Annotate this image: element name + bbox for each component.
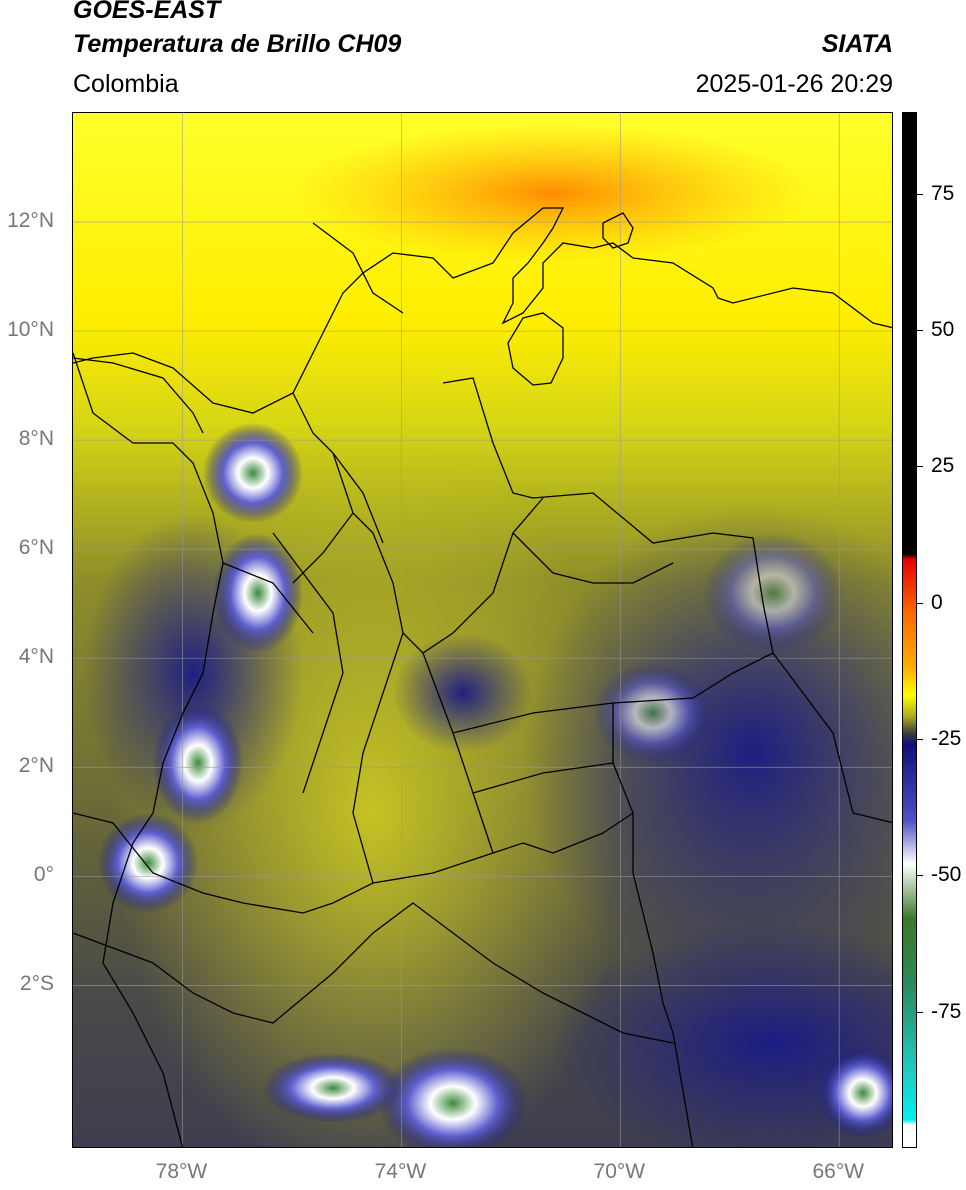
colorbar-tick-mark bbox=[917, 330, 923, 332]
west-coastline bbox=[73, 352, 224, 1147]
map-canvas bbox=[73, 113, 892, 1147]
convective-cell-2 bbox=[213, 533, 303, 653]
cold-cloud-southeast bbox=[553, 923, 892, 1147]
lake-maracaibo bbox=[507, 312, 564, 386]
paraguana-peninsula bbox=[602, 212, 634, 249]
convective-cell-9 bbox=[703, 533, 843, 653]
lat-label: 8°N bbox=[18, 427, 54, 451]
colorbar-tick-mark bbox=[917, 466, 923, 468]
warm-region-caribbean bbox=[293, 123, 813, 263]
datetime-label: 2025-01-26 20:29 bbox=[695, 70, 893, 98]
colorbar-tick-mark bbox=[917, 602, 923, 604]
lat-label: 10°N bbox=[7, 318, 54, 342]
panama-isthmus bbox=[73, 357, 204, 434]
lon-label: 70°W bbox=[593, 1160, 646, 1183]
lat-label: 6°N bbox=[18, 536, 54, 560]
colorbar-tick-mark bbox=[917, 875, 923, 877]
lat-label: 12°N bbox=[7, 209, 54, 233]
colorbar-tick-label: -50 bbox=[931, 863, 962, 887]
brightness-temperature-map bbox=[72, 112, 893, 1148]
lon-label: 78°W bbox=[155, 1160, 208, 1183]
colorbar-tick-mark bbox=[917, 1011, 923, 1013]
region-label: Colombia bbox=[73, 70, 179, 98]
country-borders bbox=[73, 207, 892, 1147]
lat-label: 2°S bbox=[19, 972, 54, 996]
brand-label: SIATA bbox=[821, 30, 893, 58]
colorbar-tick-label: -25 bbox=[931, 727, 962, 751]
lat-label: 2°N bbox=[18, 754, 54, 778]
satellite-title: GOES-EAST bbox=[73, 0, 221, 24]
ecuador-peru-border bbox=[73, 902, 674, 1044]
colorbar-tick-label: 75 bbox=[931, 181, 955, 205]
colorbar-tick-label: 25 bbox=[931, 454, 955, 478]
internal-divisions bbox=[222, 222, 674, 884]
colombia-venezuela-border bbox=[442, 377, 774, 1034]
colorbar-tick-label: -75 bbox=[931, 999, 962, 1023]
brazil-border bbox=[672, 652, 892, 1147]
lon-label: 74°W bbox=[374, 1160, 427, 1183]
convective-cell-8 bbox=[593, 663, 713, 763]
lat-label: 4°N bbox=[18, 645, 54, 669]
colombia-south-border bbox=[73, 812, 634, 914]
colorbar-tick-mark bbox=[917, 739, 923, 741]
convective-cell-3 bbox=[153, 703, 243, 823]
colorbar-tick-label: 0 bbox=[931, 590, 943, 614]
colorbar-tick-mark bbox=[917, 193, 923, 195]
colorbar bbox=[902, 112, 917, 1148]
cold-cloud-central bbox=[393, 633, 533, 753]
map-gridlines bbox=[73, 113, 892, 1147]
convective-cell-4 bbox=[98, 813, 198, 913]
lon-label: 66°W bbox=[812, 1160, 865, 1183]
convective-cell-6 bbox=[263, 1053, 403, 1123]
lat-label: 0° bbox=[33, 863, 54, 887]
convective-cell-7 bbox=[818, 1048, 892, 1138]
colorbar-tick-label: 50 bbox=[931, 318, 955, 342]
convective-cell-1 bbox=[203, 423, 303, 523]
product-title: Temperatura de Brillo CH09 bbox=[73, 30, 402, 58]
caribbean-coastline bbox=[73, 207, 892, 414]
convective-cell-5 bbox=[378, 1048, 528, 1147]
